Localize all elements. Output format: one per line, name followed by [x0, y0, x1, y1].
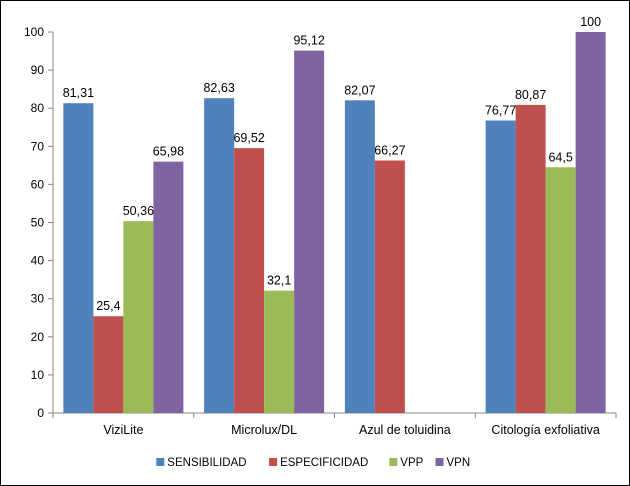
x-category-label: Microlux/DL: [231, 423, 297, 437]
bar-sensibilidad-3: [344, 100, 375, 414]
data-label: 66,27: [374, 144, 405, 158]
legend-entry: VPP: [400, 457, 423, 469]
legend-swatch: [435, 458, 444, 466]
y-tick-label: 30: [31, 292, 45, 306]
data-label: 100: [580, 15, 601, 29]
bar-vpp-2: [264, 290, 295, 413]
y-tick-label: 70: [31, 139, 45, 153]
y-tick-label: 0: [37, 406, 44, 420]
data-label: 50,36: [123, 204, 154, 218]
data-label: 80,87: [515, 88, 546, 102]
y-tick-label: 40: [31, 254, 45, 268]
data-label: 76,77: [485, 104, 516, 118]
legend-entry: VPN: [447, 457, 471, 469]
y-tick-label: 60: [31, 177, 45, 191]
bar-especificidad-2: [234, 148, 265, 414]
data-label: 32,1: [267, 274, 291, 288]
x-category-label: ViziLite: [103, 423, 143, 437]
bar-especificidad-3: [374, 160, 405, 413]
legend-swatch: [156, 458, 165, 466]
legend-entry: ESPECIFICIDAD: [280, 457, 368, 469]
bar-vpn-4: [575, 32, 606, 413]
bar-vpp-4: [545, 167, 576, 413]
data-label: 25,4: [96, 299, 120, 313]
y-tick-label: 50: [31, 216, 45, 230]
bar-vpn-1: [153, 161, 184, 413]
bar-sensibilidad-4: [485, 120, 516, 414]
data-label: 81,31: [63, 86, 94, 100]
legend-entry: SENSIBILIDAD: [167, 457, 246, 469]
bar-sensibilidad-1: [63, 103, 94, 414]
y-tick-label: 80: [31, 101, 45, 115]
bar-especificidad-4: [515, 104, 546, 413]
data-label: 82,07: [344, 83, 375, 97]
bar-vpn-2: [294, 50, 325, 413]
legend-swatch: [389, 458, 398, 466]
y-tick-label: 10: [31, 368, 45, 382]
data-label: 95,12: [293, 34, 324, 48]
data-label: 64,5: [548, 150, 572, 164]
y-tick-label: 100: [24, 25, 44, 39]
bar-vpp-1: [123, 221, 154, 413]
y-tick-label: 20: [31, 330, 45, 344]
bar-especificidad-1: [93, 316, 124, 413]
bar-sensibilidad-2: [204, 98, 235, 414]
x-category-label: Azul de toluidina: [359, 423, 451, 437]
y-tick-label: 90: [31, 63, 45, 77]
data-label: 65,98: [153, 145, 184, 159]
x-category-label: Citología exfoliativa: [491, 423, 599, 437]
data-label: 82,63: [203, 81, 234, 95]
data-label: 69,52: [233, 131, 264, 145]
legend-swatch: [269, 458, 278, 466]
